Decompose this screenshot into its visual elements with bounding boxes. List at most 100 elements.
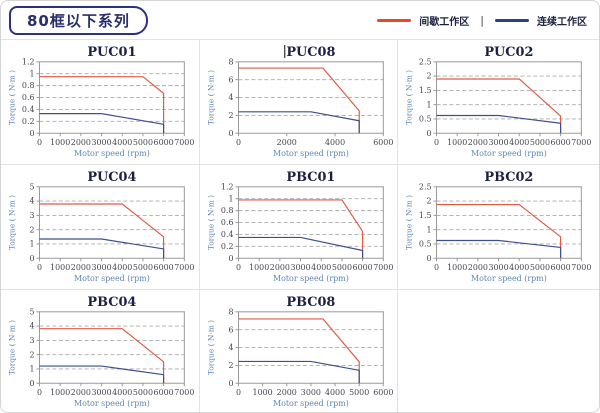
y-tick-label: 8 [228,307,233,316]
plot-frame [237,61,384,134]
y-tick-label: 2.5 [419,182,432,191]
x-tick-label: 2000 [277,138,297,147]
y-tick-label: 0 [228,129,233,138]
continuous-line-swatch [495,18,529,22]
y-tick-label: 1 [426,100,431,109]
chart-cell: PBC02 0 0.5 1 1.5 2 2.5 0 1000 2000 3000 4000 5000 60… [398,165,599,290]
y-tick-label: 0 [29,129,34,138]
torque-speed-chart: PBC01 0 0.2 0.4 0.6 0.8 1 1.2 0 1000 2000 3000 4000 5… [207,170,394,283]
x-tick-label: 2000 [270,263,290,272]
x-tick-label: 3000 [488,138,508,147]
x-tick-label: 2000 [468,138,488,147]
x-tick-label: 0 [37,388,42,397]
y-axis-label: Torque ( N·m ) [405,70,414,125]
chart-cell: PBC01 0 0.2 0.4 0.6 0.8 1 1.2 0 1000 2000 3000 4000 5… [200,165,398,290]
x-tick-label: 4000 [325,388,345,397]
chart-title: PUC04 [87,170,136,185]
series-line-intermittent [436,78,562,134]
y-tick-label: 0.5 [419,115,432,124]
x-tick-label: 0 [434,263,439,272]
chart-cell: PUC02 0 0.5 1 1.5 2 2.5 0 1000 2000 3000 4000 5000 60… [398,40,599,165]
x-tick-label: 0 [236,263,241,272]
y-tick-label: 6 [228,325,233,334]
x-tick-label: 1000 [447,263,467,272]
y-tick-label: 8 [228,57,233,66]
x-axis-label: Motor speed (rpm) [74,399,150,408]
x-tick-label: 2000 [71,388,91,397]
series-line-continuous [238,111,360,134]
plot-frame [38,186,185,259]
x-tick-label: 7000 [174,138,194,147]
x-tick-label: 4000 [311,263,331,272]
chart-title: PUC01 [87,45,136,60]
x-tick-label: 5000 [349,388,369,397]
torque-speed-chart: PUC04 0 1 2 3 4 5 0 1000 2000 3000 4000 5000 6000 7000… [8,170,195,283]
y-tick-label: 1.2 [221,182,234,191]
x-tick-label: 6000 [154,263,174,272]
y-tick-label: 0 [29,254,34,263]
y-tick-label: 2 [228,361,233,370]
y-axis-label: Torque ( N·m ) [207,195,216,250]
chart-cell: PUC04 0 1 2 3 4 5 0 1000 2000 3000 4000 5000 6000 7000… [1,165,200,290]
x-tick-label: 5000 [133,138,153,147]
chart-cell: PBC04 0 1 2 3 4 5 0 1000 2000 3000 4000 5000 6000 7000… [1,290,200,412]
y-axis-label: Torque ( N·m ) [207,320,216,375]
y-tick-label: 1 [426,225,431,234]
legend: 间歇工作区 | 连续工作区 [377,13,587,28]
x-axis-label: Motor speed (rpm) [273,399,349,408]
x-tick-label: 1000 [249,263,269,272]
y-tick-label: 0.4 [22,105,35,114]
plot-frame [38,311,185,384]
series-line-continuous [436,114,562,134]
chart-cell: PUC08 0 2 4 6 8 0 2000 4000 6000 Motor speed (rpm)… [200,40,398,165]
torque-speed-chart: PBC08 0 2 4 6 8 0 1000 2000 3000 4000 5000 6000 Motor… [207,295,394,408]
x-tick-label: 5000 [332,263,352,272]
y-tick-label: 0.6 [22,93,35,102]
y-tick-label: 2 [426,197,431,206]
chart-grid: PUC01 0 0.2 0.4 0.6 0.8 1 1.2 0 1000 2000 3000 4000 5… [1,39,599,412]
y-tick-label: 1 [29,365,34,374]
y-tick-label: 0 [426,129,431,138]
series-line-continuous [39,365,165,384]
y-tick-label: 5 [29,182,34,191]
series-line-intermittent [39,203,165,259]
x-tick-label: 1000 [50,138,70,147]
chart-title: PUC02 [484,45,533,60]
x-tick-label: 4000 [509,263,529,272]
y-tick-label: 1.5 [419,211,432,220]
plot-frame [435,61,582,134]
y-tick-label: 2 [426,72,431,81]
x-tick-label: 3000 [488,263,508,272]
x-tick-label: 2000 [277,388,297,397]
x-tick-label: 1000 [253,388,273,397]
x-tick-label: 1000 [447,138,467,147]
header-bar: 80框以下系列 间歇工作区 | 连续工作区 [1,1,599,39]
y-tick-label: 4 [228,93,233,102]
x-tick-label: 2000 [468,263,488,272]
y-axis-label: Torque ( N·m ) [8,70,17,125]
x-tick-label: 2000 [71,138,91,147]
x-tick-label: 4000 [112,388,132,397]
x-axis-label: Motor speed (rpm) [74,149,150,158]
series-line-continuous [39,238,165,259]
y-tick-label: 4 [29,197,34,206]
y-tick-label: 1.5 [419,86,432,95]
torque-speed-chart: PUC01 0 0.2 0.4 0.6 0.8 1 1.2 0 1000 2000 3000 4000 5… [8,45,195,158]
series-line-continuous [238,360,360,384]
x-tick-label: 0 [236,388,241,397]
x-tick-label: 3000 [301,388,321,397]
chart-title: PBC01 [286,170,335,185]
torque-speed-chart: PUC08 0 2 4 6 8 0 2000 4000 6000 Motor speed (rpm)… [207,44,394,158]
y-tick-label: 4 [228,343,233,352]
y-axis-label: Torque ( N·m ) [8,195,17,250]
y-tick-label: 3 [29,211,34,220]
intermittent-label: 间歇工作区 [419,16,470,28]
x-tick-label: 4000 [509,138,529,147]
text-cursor [284,44,286,58]
series-line-intermittent [39,76,165,134]
torque-speed-chart: PBC02 0 0.5 1 1.5 2 2.5 0 1000 2000 3000 4000 5000 60… [405,170,592,283]
x-tick-label: 6000 [353,263,373,272]
chart-title: PBC08 [286,295,335,310]
y-tick-label: 5 [29,307,34,316]
plot-frame [237,186,384,259]
